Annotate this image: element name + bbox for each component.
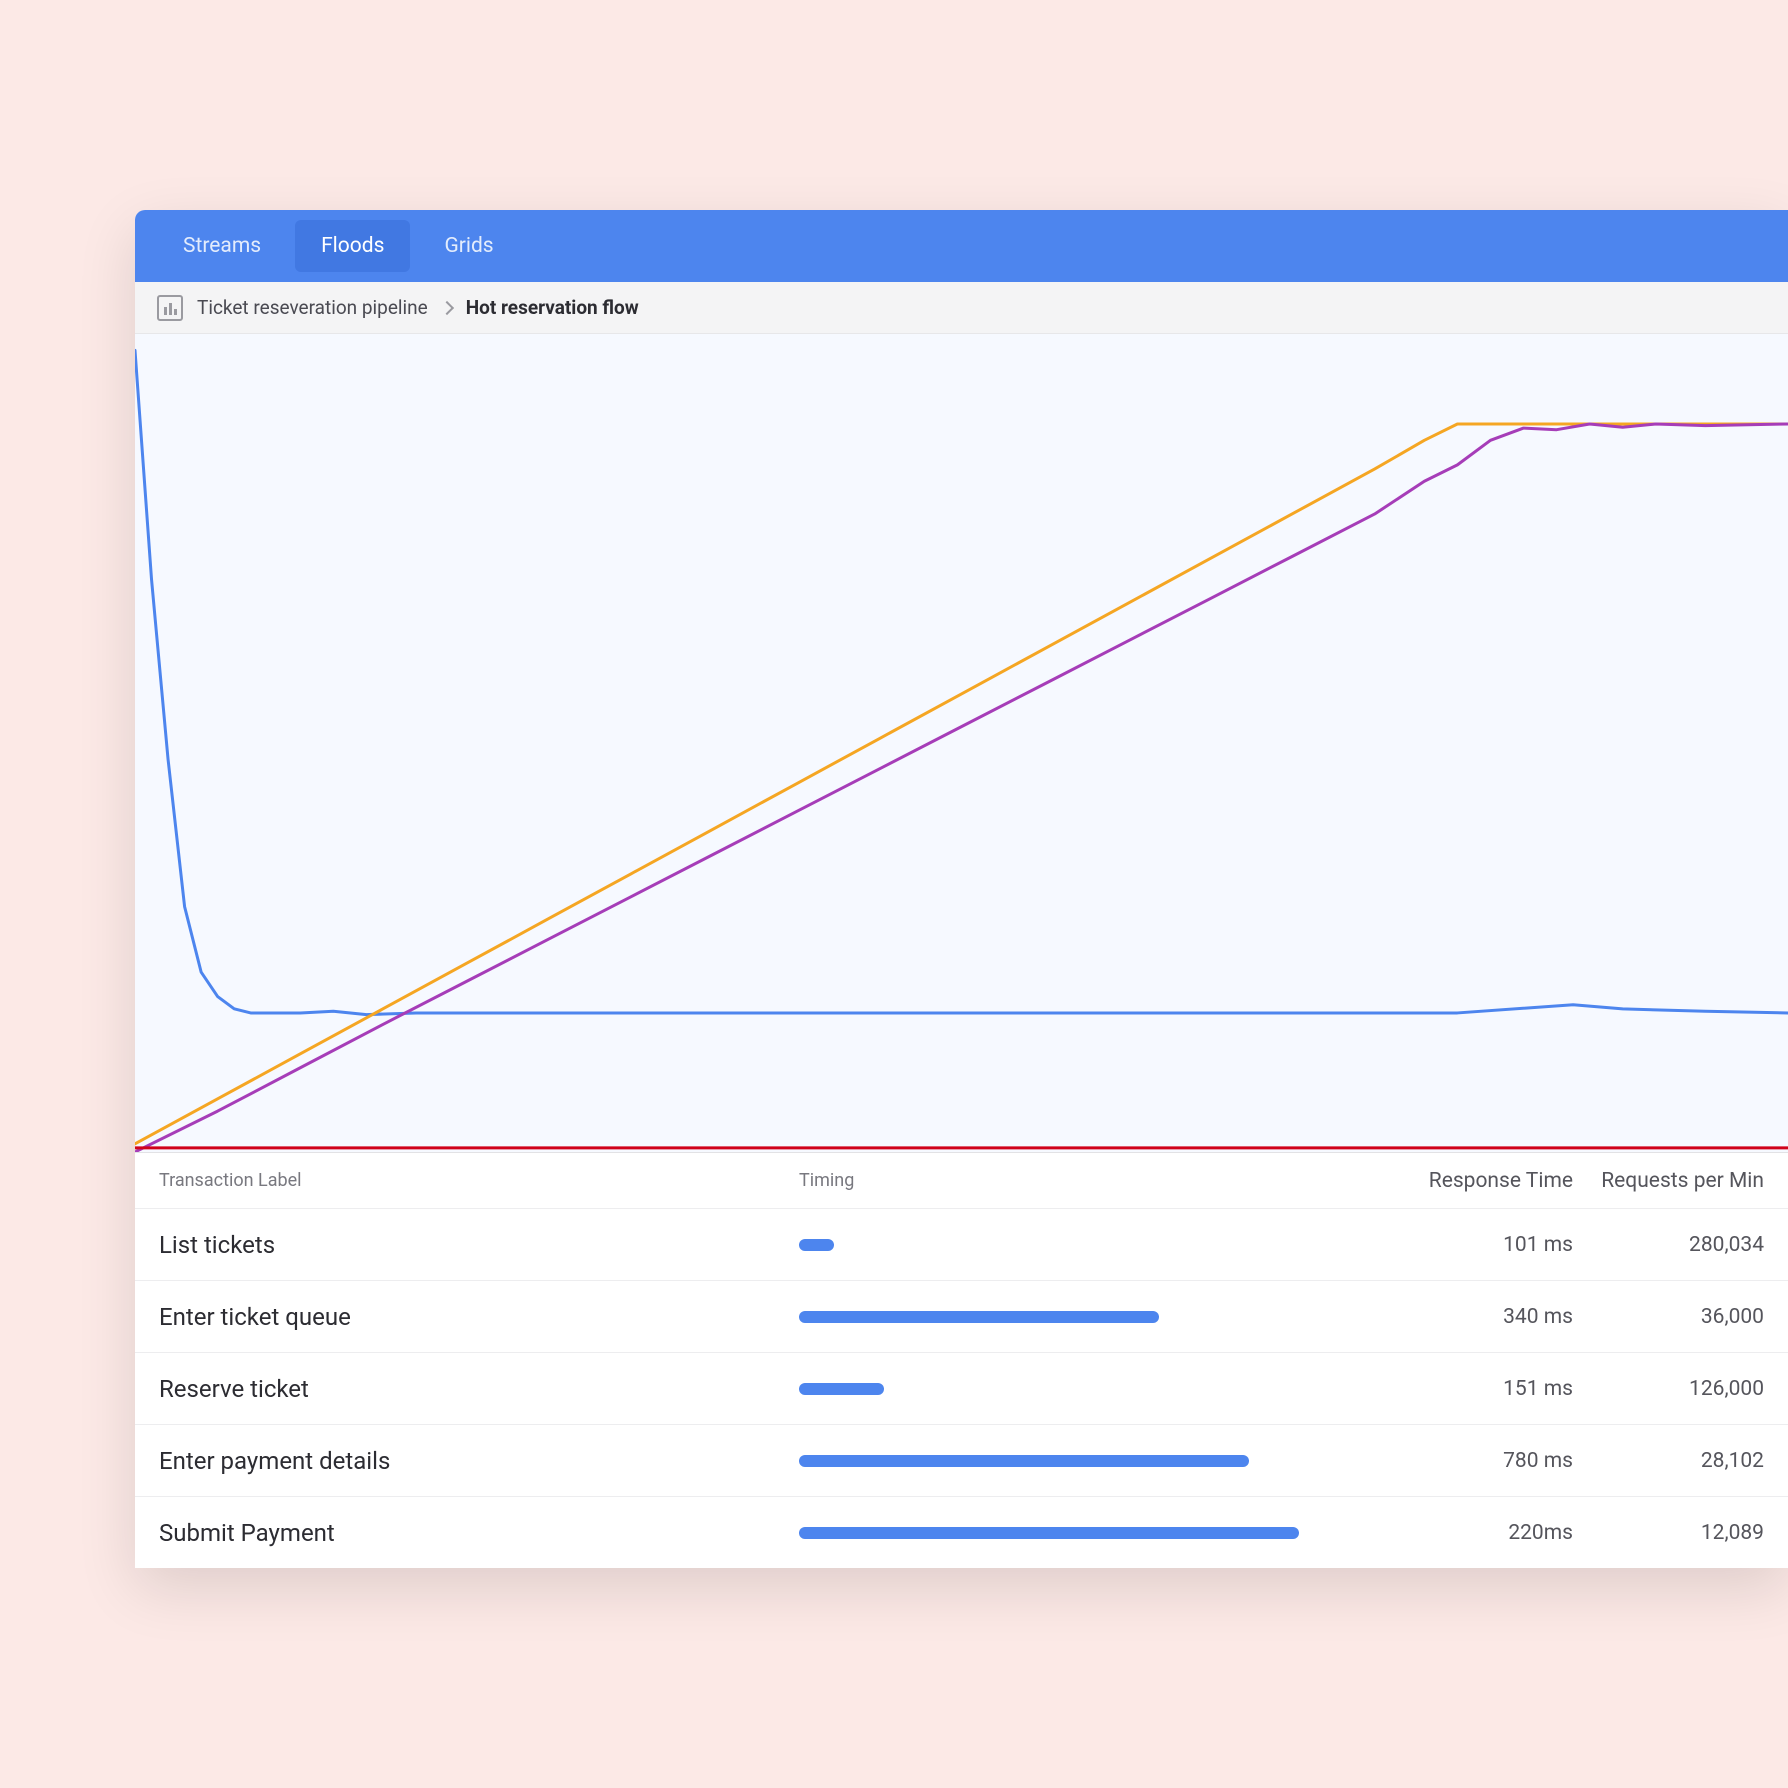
requests-per-min: 280,034: [1589, 1233, 1764, 1257]
chevron-right-icon: [440, 300, 454, 314]
transaction-label: List tickets: [159, 1231, 799, 1259]
response-time: 780 ms: [1389, 1449, 1589, 1473]
tab-floods[interactable]: Floods: [295, 220, 410, 272]
response-time: 151 ms: [1389, 1377, 1589, 1401]
table-row[interactable]: Enter payment details 780 ms28,102: [135, 1424, 1788, 1496]
table-row[interactable]: Submit Payment 220ms12,089: [135, 1496, 1788, 1568]
breadcrumb-parent[interactable]: Ticket reseveration pipeline: [197, 296, 428, 319]
timing-cell: [799, 1311, 1389, 1323]
table-header: Transaction Label Timing Response Time R…: [135, 1152, 1788, 1208]
breadcrumb-current: Hot reservation flow: [466, 296, 639, 319]
timing-cell: [799, 1383, 1389, 1395]
timing-bar: [799, 1311, 1159, 1323]
timing-cell: [799, 1239, 1389, 1251]
bar-chart-icon: [157, 295, 183, 321]
timing-bar: [799, 1383, 884, 1395]
transaction-label: Enter payment details: [159, 1447, 799, 1475]
table-row[interactable]: Enter ticket queue 340 ms36,000: [135, 1280, 1788, 1352]
chart-series-blue: [135, 350, 1788, 1014]
requests-per-min: 12,089: [1589, 1521, 1764, 1545]
requests-per-min: 126,000: [1589, 1377, 1764, 1401]
transaction-label: Enter ticket queue: [159, 1303, 799, 1331]
table-row[interactable]: Reserve ticket 151 ms126,000: [135, 1352, 1788, 1424]
chart-svg: [135, 334, 1788, 1152]
table-row[interactable]: List tickets 101 ms280,034: [135, 1208, 1788, 1280]
timing-bar: [799, 1455, 1249, 1467]
chart-series-orange: [135, 424, 1788, 1144]
col-requests-per-min: Requests per Min: [1589, 1169, 1764, 1193]
timing-cell: [799, 1527, 1389, 1539]
response-time: 220ms: [1389, 1521, 1589, 1545]
transaction-label: Submit Payment: [159, 1519, 799, 1547]
col-response-time: Response Time: [1389, 1169, 1589, 1193]
response-time: 340 ms: [1389, 1305, 1589, 1329]
col-transaction-label: Transaction Label: [159, 1170, 799, 1191]
tab-bar: Streams Floods Grids: [135, 210, 1788, 282]
breadcrumb: Ticket reseveration pipeline Hot reserva…: [135, 282, 1788, 334]
app-window: Streams Floods Grids Ticket reseveration…: [135, 210, 1788, 1568]
tab-streams[interactable]: Streams: [157, 220, 287, 272]
col-timing: Timing: [799, 1170, 1389, 1191]
timing-bar: [799, 1527, 1299, 1539]
chart: [135, 334, 1788, 1152]
chart-series-purple: [135, 424, 1788, 1152]
requests-per-min: 28,102: [1589, 1449, 1764, 1473]
timing-bar: [799, 1239, 834, 1251]
response-time: 101 ms: [1389, 1233, 1589, 1257]
requests-per-min: 36,000: [1589, 1305, 1764, 1329]
transaction-label: Reserve ticket: [159, 1375, 799, 1403]
timing-cell: [799, 1455, 1389, 1467]
tab-grids[interactable]: Grids: [418, 220, 519, 272]
transactions-table: Transaction Label Timing Response Time R…: [135, 1152, 1788, 1568]
